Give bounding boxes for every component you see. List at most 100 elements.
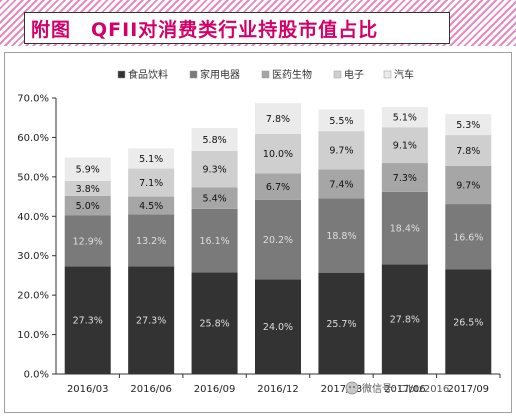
bar-segment <box>191 127 238 151</box>
bar-segment <box>318 169 365 199</box>
data-label: 27.8% <box>390 315 420 326</box>
x-tick-label: 2016/12 <box>257 384 299 395</box>
y-tick-label: 50.0% <box>17 172 49 183</box>
bar-segment <box>318 198 365 273</box>
bar-segment <box>318 272 365 374</box>
x-tick-label: 2016/03 <box>67 384 109 395</box>
data-label: 7.3% <box>393 173 417 184</box>
bar-segment <box>381 191 428 265</box>
wechat-icon <box>345 381 359 395</box>
data-label: 13.2% <box>136 236 166 247</box>
bar-segment <box>64 215 111 267</box>
figure-title: 附图 QFII对消费类行业持股市值占比 <box>24 12 450 44</box>
x-tick-label: 2017/03 <box>321 384 363 395</box>
bar-segment <box>255 199 301 280</box>
data-label: 27.3% <box>136 316 166 327</box>
legend-entry: 医药生物 <box>272 68 312 81</box>
bar-segment <box>445 269 492 374</box>
bar-segment <box>381 127 428 164</box>
data-label: 5.5% <box>329 116 353 127</box>
data-label: 25.8% <box>199 319 229 330</box>
bar-segment <box>381 264 428 374</box>
bar-segment <box>381 163 428 192</box>
legend-swatch <box>333 70 342 79</box>
x-tick-label: 2017/09 <box>448 384 490 395</box>
y-tick-label: 20.0% <box>17 291 49 302</box>
bar-segment <box>191 187 238 209</box>
bar-segment <box>128 148 175 169</box>
legend-swatch <box>383 70 392 79</box>
y-tick-label: 30.0% <box>17 251 49 262</box>
data-label: 9.7% <box>456 180 480 191</box>
bar-segment <box>64 180 111 196</box>
data-label: 7.8% <box>266 114 290 125</box>
bar-segment <box>255 103 301 134</box>
bar-segment <box>191 208 238 273</box>
data-label: 9.7% <box>329 146 353 157</box>
bar-segment <box>318 109 365 132</box>
legend-swatch <box>261 70 270 79</box>
bar-segment <box>255 133 301 174</box>
data-label: 18.8% <box>326 231 356 242</box>
bar-segment <box>445 114 492 136</box>
data-label: 18.4% <box>390 224 420 235</box>
legend-entry: 家用电器 <box>200 68 240 81</box>
bar-segment <box>64 266 111 374</box>
data-label: 6.7% <box>266 182 290 193</box>
data-label: 5.4% <box>203 194 227 205</box>
bar-segment <box>445 135 492 166</box>
data-label: 16.6% <box>453 232 483 243</box>
y-tick-label: 40.0% <box>17 212 49 223</box>
data-label: 27.3% <box>73 316 103 327</box>
legend-entry: 电子 <box>344 68 364 81</box>
figure-title-text: 附图 QFII对消费类行业持股市值占比 <box>31 18 379 41</box>
data-label: 10.0% <box>263 149 293 160</box>
y-tick-label: 0.0% <box>24 370 49 381</box>
x-tick-label: 2016/06 <box>130 384 172 395</box>
data-label: 4.5% <box>139 201 163 212</box>
x-tick-label: 2016/09 <box>194 384 236 395</box>
data-label: 5.9% <box>76 165 100 176</box>
y-tick-label: 10.0% <box>17 330 49 341</box>
legend-swatch <box>189 70 198 79</box>
watermark-text: 微信号: Cibtz2016 <box>362 382 449 395</box>
bar-segment <box>128 196 175 215</box>
bar-segment <box>128 214 175 267</box>
bar-segment <box>191 150 238 188</box>
bar-segment <box>128 168 175 197</box>
data-label: 7.1% <box>139 178 163 189</box>
data-label: 9.1% <box>393 141 417 152</box>
bar-segment <box>381 107 428 128</box>
data-label: 20.2% <box>263 235 293 246</box>
legend-swatch <box>117 70 126 79</box>
data-label: 5.0% <box>76 201 100 212</box>
x-tick-label: 2017/06 <box>384 384 426 395</box>
wechat-icon-eye <box>353 386 355 388</box>
data-label: 26.5% <box>453 317 483 328</box>
data-label: 7.4% <box>329 179 353 190</box>
data-label: 5.3% <box>456 120 480 131</box>
data-label: 5.1% <box>393 113 417 124</box>
data-label: 3.8% <box>76 184 100 195</box>
bar-segment <box>255 173 301 200</box>
bar-segment <box>191 272 238 374</box>
bar-segment <box>318 131 365 170</box>
wechat-icon-eye <box>349 386 351 388</box>
data-label: 25.7% <box>326 319 356 330</box>
y-tick-label: 70.0% <box>17 94 49 105</box>
data-label: 12.9% <box>73 236 103 247</box>
data-label: 7.8% <box>456 146 480 157</box>
data-label: 24.0% <box>263 322 293 333</box>
legend-entry: 食品饮料 <box>128 68 168 81</box>
bar-segment <box>64 157 111 181</box>
data-label: 9.3% <box>203 165 227 176</box>
bar-segment <box>445 204 492 270</box>
bar-segment <box>255 279 301 374</box>
data-label: 5.8% <box>203 135 227 146</box>
data-label: 16.1% <box>199 236 229 247</box>
legend-entry: 汽车 <box>394 68 414 81</box>
y-tick-label: 60.0% <box>17 133 49 144</box>
bar-segment <box>64 195 111 216</box>
bar-segment <box>128 266 175 374</box>
